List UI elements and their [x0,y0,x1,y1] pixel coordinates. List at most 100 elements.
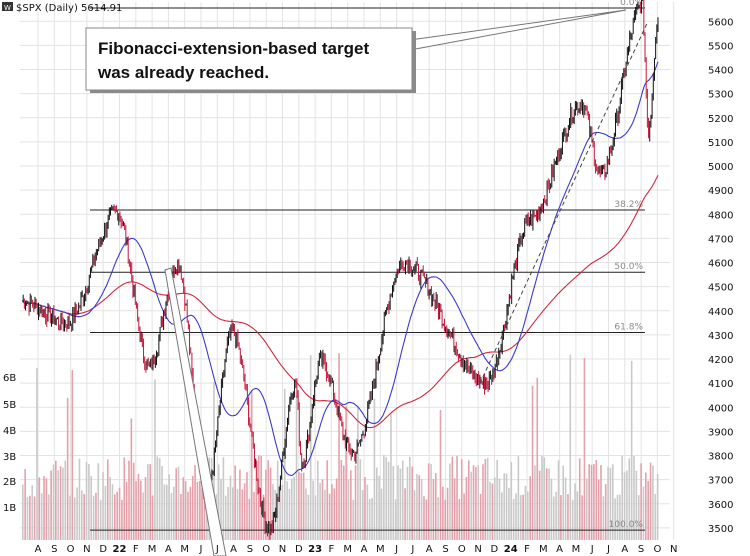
volume-bar [364,477,366,540]
chart-title-text: $SPX (Daily) 5614.91 [16,3,122,14]
volume-bar [283,388,286,540]
volume-bar [420,479,423,540]
volume-bar [62,467,64,540]
volume-bar [85,461,88,540]
x-tick-label: 24 [504,544,518,555]
x-tick-label: O [653,544,661,555]
volume-bar [616,494,619,540]
volume-bar [347,479,350,540]
volume-bar [71,370,74,540]
moving-average-long [21,175,659,429]
volume-bar [114,494,116,540]
volume-bar [543,457,546,540]
volume-bar [29,495,31,540]
volume-bar [338,353,340,540]
volume-bar [302,472,305,540]
volume-bar [628,458,631,540]
volume-bar [295,395,298,540]
y-tick-label: 4900 [708,186,733,197]
volume-axis: 1B 2B 3B 4B 5B 6B [3,373,16,514]
volume-bar [69,495,71,540]
volume-bar [368,499,371,540]
x-tick-label: N [83,544,90,555]
volume-bar [456,455,458,540]
volume-bar [588,464,590,540]
x-tick-label: F [329,544,335,555]
volume-bar [309,355,312,540]
volume-bar [191,475,194,540]
volume-bar [399,468,402,540]
volume-bar [611,464,614,540]
x-tick-label: M [572,544,581,555]
volume-bar [458,499,461,540]
volume-bar [121,499,123,540]
volume-bar [442,486,444,540]
volume-bar [635,470,638,540]
volume-bar [519,495,522,540]
volume-bar [493,477,496,540]
callout-box [85,27,413,91]
volume-bar [418,475,421,540]
volume-bar [503,473,506,540]
volume-bar [390,413,392,540]
volume-bar [552,496,555,540]
volume-bar [477,465,480,540]
volume-bar [234,465,236,540]
volume-bar [335,478,338,540]
volume-bar [57,470,59,540]
volume-tick-label: 6B [3,373,16,384]
y-tick-label: 5100 [708,138,733,149]
volume-bar [255,467,258,540]
volume-bar [482,464,484,540]
volume-bar [36,367,38,540]
volume-bar [156,456,159,540]
volume-bar [486,457,489,540]
y-tick-label: 4100 [708,379,733,390]
volume-bar [621,455,624,540]
volume-bar [453,478,456,540]
volume-bar [324,489,326,540]
volume-bar [135,481,137,540]
volume-bar [116,491,118,540]
callout-pointer [409,9,627,51]
volume-bar [538,470,541,540]
volume-bar [154,379,156,540]
volume-bar [649,462,652,540]
volume-bar [630,360,633,540]
volume-bar [142,492,144,540]
x-tick-label: J [410,544,414,555]
volume-bar [567,494,569,540]
volume-bar [654,493,657,540]
moving-average-short-line [21,61,659,476]
volume-bar [508,487,510,540]
volume-bar [434,473,437,540]
volume-bar [534,465,536,540]
volume-bar [498,478,501,540]
y-tick-label: 5300 [708,90,733,101]
volume-bar [158,458,161,540]
volume-bar [484,459,487,540]
volume-bar [78,458,81,540]
volume-bar [401,460,404,540]
x-tick-label: D [99,544,107,555]
volume-bar [260,455,262,540]
volume-bar [522,494,524,540]
y-tick-label: 5500 [708,41,733,52]
volume-bar [647,480,649,540]
y-tick-label: 4700 [708,234,733,245]
logo-icon [2,2,13,11]
volume-bar [243,483,246,540]
volume-bar [479,493,482,540]
x-tick-label: M [539,544,548,555]
volume-bar [184,481,187,540]
x-tick-label: N [670,544,677,555]
x-tick-label: D [295,544,303,555]
volume-bar [489,481,491,540]
volume-bar [314,495,317,540]
x-tick-label: S [247,544,253,555]
volume-bar [331,484,333,540]
volume-bar [557,460,560,540]
volume-bar [128,460,130,540]
volume-bar [305,488,307,540]
volume-bar [279,484,281,540]
